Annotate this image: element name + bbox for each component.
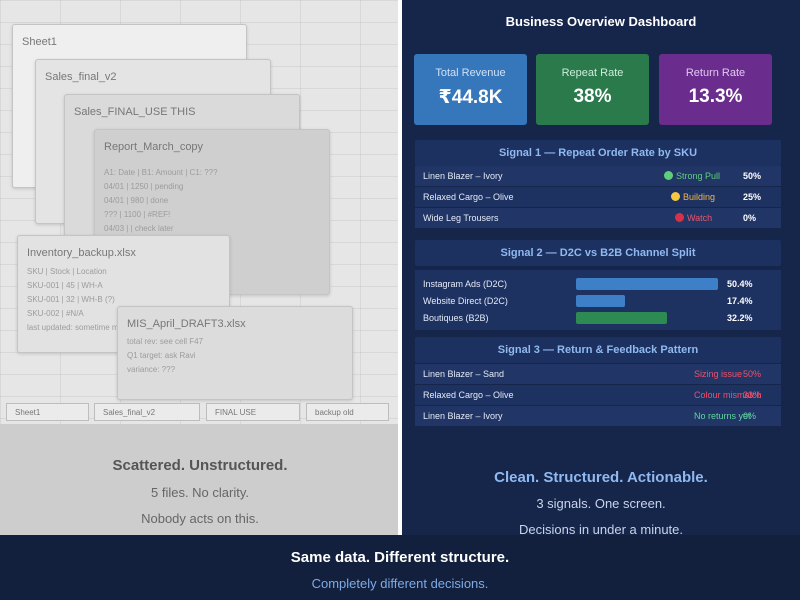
return-pct: 33% xyxy=(743,390,762,400)
cell-line: 04/03 | | check later xyxy=(104,224,174,233)
window-title: Sheet1 xyxy=(22,36,57,48)
sheet-tab[interactable]: Sales_final_v2 xyxy=(94,403,200,421)
kpi-total-revenue[interactable]: Total Revenue ₹44.8K xyxy=(414,54,527,125)
signal-3-row[interactable]: Relaxed Cargo – Olive Colour mismatch 33… xyxy=(415,385,781,405)
cell-line: total rev: see cell F47 xyxy=(127,337,204,346)
status-dot-icon xyxy=(671,192,680,201)
repeat-pct: 25% xyxy=(743,192,762,202)
channel-share-bar xyxy=(576,312,667,324)
sku-name: Linen Blazer – Ivory xyxy=(423,171,503,181)
kpi-label: Total Revenue xyxy=(435,67,506,79)
signal-1-row[interactable]: Relaxed Cargo – Olive Building 25% xyxy=(415,187,781,207)
left-headline: Scattered. Unstructured. xyxy=(112,457,288,474)
right-headline: Clean. Structured. Actionable. xyxy=(494,469,708,486)
sheet-tab-bar: Sheet1 Sales_final_v2 FINAL USE backup o… xyxy=(0,400,400,424)
kpi-return-rate[interactable]: Return Rate 13.3% xyxy=(659,54,772,125)
status-badge: Strong Pull xyxy=(664,171,720,181)
cell-line: SKU-001 | 32 | WH-B (?) xyxy=(27,295,115,304)
cell-line: SKU-002 | #N/A xyxy=(27,309,84,318)
channel-pct: 50.4% xyxy=(727,279,753,289)
kpi-value: ₹44.8K xyxy=(438,87,503,108)
channel-row[interactable]: Boutiques (B2B) 32.2% xyxy=(415,310,781,327)
cell-line: Q1 target: ask Ravi xyxy=(127,351,196,360)
signal-3-row[interactable]: Linen Blazer – Sand Sizing issue 50% xyxy=(415,364,781,384)
signal-1-row[interactable]: Linen Blazer – Ivory Strong Pull 50% xyxy=(415,166,781,186)
cell-line: SKU | Stock | Location xyxy=(27,267,107,276)
kpi-label: Return Rate xyxy=(685,67,746,79)
return-reason: Sizing issue xyxy=(694,369,743,379)
channel-split-box: Instagram Ads (D2C) 50.4% Website Direct… xyxy=(415,270,781,330)
sheet-tab[interactable]: Sheet1 xyxy=(6,403,89,421)
return-pct: 0% xyxy=(743,411,757,421)
channel-row[interactable]: Website Direct (D2C) 17.4% xyxy=(415,293,781,310)
status-text: Building xyxy=(683,192,716,202)
sku-name: Relaxed Cargo – Olive xyxy=(423,192,514,202)
signal-3-header: Signal 3 — Return & Feedback Pattern xyxy=(415,337,781,363)
window-title: Sales_final_v2 xyxy=(45,71,117,83)
return-reason: Colour mismatch xyxy=(694,390,762,400)
dashboard-title: Business Overview Dashboard xyxy=(505,14,697,29)
return-reason: No returns yet xyxy=(694,411,751,421)
right-subline: 3 signals. One screen. xyxy=(536,496,666,511)
sku-name: Relaxed Cargo – Olive xyxy=(423,390,514,400)
left-summary: Scattered. Unstructured. 5 files. No cla… xyxy=(0,424,400,535)
cell-line: variance: ??? xyxy=(127,365,176,374)
signal-3-row[interactable]: Linen Blazer – Ivory No returns yet 0% xyxy=(415,406,781,426)
kpi-value: 13.3% xyxy=(688,86,743,107)
left-subline: 5 files. No clarity. xyxy=(150,485,249,500)
sheet-tab[interactable]: backup old xyxy=(306,403,389,421)
caption-subline: Completely different decisions. xyxy=(311,576,489,591)
kpi-label: Repeat Rate xyxy=(561,67,624,79)
channel-pct: 32.2% xyxy=(727,313,753,323)
cell-line: last updated: sometime m xyxy=(27,323,119,332)
repeat-pct: 50% xyxy=(743,171,762,181)
caption-headline: Same data. Different structure. xyxy=(290,549,510,566)
status-badge: Watch xyxy=(675,213,712,223)
window-title: Report_March_copy xyxy=(104,141,204,153)
window-title: MIS_April_DRAFT3.xlsx xyxy=(127,318,246,330)
status-dot-icon xyxy=(675,213,684,222)
left-subline: Nobody acts on this. xyxy=(141,511,259,526)
kpi-value: 38% xyxy=(573,86,612,107)
return-pct: 50% xyxy=(743,369,762,379)
cell-line: 04/01 | 1250 | pending xyxy=(104,182,184,191)
channel-pct: 17.4% xyxy=(727,296,753,306)
scattered-files-panel: Sheet1 Sales_final_v2 Sales_FINAL_USE TH… xyxy=(0,0,400,535)
signal-2-header: Signal 2 — D2C vs B2B Channel Split xyxy=(415,240,781,266)
cell-line: ??? | 1100 | #REF! xyxy=(104,210,171,219)
window-title: Sales_FINAL_USE THIS xyxy=(74,106,196,118)
spreadsheet-window[interactable]: MIS_April_DRAFT3.xlsx total rev: see cel… xyxy=(117,306,353,400)
kpi-repeat-rate[interactable]: Repeat Rate 38% xyxy=(536,54,649,125)
sku-name: Linen Blazer – Sand xyxy=(423,369,505,379)
channel-name: Boutiques (B2B) xyxy=(423,313,489,323)
sku-name: Wide Leg Trousers xyxy=(423,213,499,223)
status-dot-icon xyxy=(664,171,673,180)
signal-1-header: Signal 1 — Repeat Order Rate by SKU xyxy=(415,140,781,166)
cell-line: 04/01 | 980 | done xyxy=(104,196,169,205)
caption-bar: Same data. Different structure. Complete… xyxy=(0,535,800,600)
channel-share-bar xyxy=(576,295,625,307)
panel-divider xyxy=(398,0,402,535)
repeat-pct: 0% xyxy=(743,213,757,223)
status-badge: Building xyxy=(671,192,715,202)
cell-line: SKU-001 | 45 | WH-A xyxy=(27,281,103,290)
sheet-tab[interactable]: FINAL USE xyxy=(206,403,300,421)
signal-1-row[interactable]: Wide Leg Trousers Watch 0% xyxy=(415,208,781,228)
channel-row[interactable]: Instagram Ads (D2C) 50.4% xyxy=(415,276,781,293)
channel-name: Instagram Ads (D2C) xyxy=(423,279,508,289)
status-text: Strong Pull xyxy=(676,171,721,181)
channel-name: Website Direct (D2C) xyxy=(423,296,508,306)
sku-name: Linen Blazer – Ivory xyxy=(423,411,503,421)
status-text: Watch xyxy=(687,213,713,223)
dashboard-panel: Business Overview Dashboard Total Revenu… xyxy=(402,0,800,537)
channel-share-bar xyxy=(576,278,718,290)
window-title: Inventory_backup.xlsx xyxy=(27,247,136,259)
cell-line: A1: Date | B1: Amount | C1: ??? xyxy=(104,168,218,177)
right-subline: Decisions in under a minute. xyxy=(518,522,684,537)
